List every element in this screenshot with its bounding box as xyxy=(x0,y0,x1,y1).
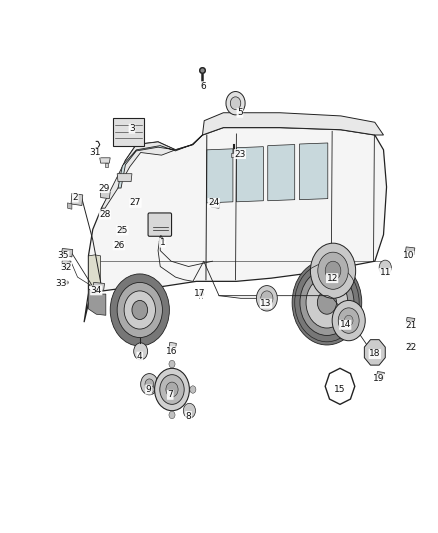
Text: 6: 6 xyxy=(200,82,206,91)
Text: 19: 19 xyxy=(374,374,385,383)
Text: 29: 29 xyxy=(98,183,110,192)
Circle shape xyxy=(261,291,273,306)
Polygon shape xyxy=(61,260,71,268)
Text: 13: 13 xyxy=(260,299,272,308)
Text: 1: 1 xyxy=(159,238,165,247)
Circle shape xyxy=(124,291,155,329)
Circle shape xyxy=(155,368,189,411)
Polygon shape xyxy=(300,143,328,200)
Polygon shape xyxy=(231,153,237,157)
Circle shape xyxy=(110,274,170,346)
Circle shape xyxy=(169,360,175,368)
Text: 27: 27 xyxy=(130,198,141,207)
Circle shape xyxy=(134,343,148,360)
Circle shape xyxy=(190,386,196,393)
Text: 17: 17 xyxy=(194,288,205,297)
Polygon shape xyxy=(202,113,384,135)
Polygon shape xyxy=(84,127,387,322)
Circle shape xyxy=(230,97,241,110)
Text: 3: 3 xyxy=(129,124,135,133)
Circle shape xyxy=(325,261,341,280)
Text: 15: 15 xyxy=(334,385,346,394)
Circle shape xyxy=(132,301,148,319)
Text: 33: 33 xyxy=(56,279,67,288)
Polygon shape xyxy=(405,247,415,255)
Text: 35: 35 xyxy=(57,252,69,261)
Polygon shape xyxy=(118,135,202,188)
Circle shape xyxy=(292,260,362,345)
Text: 18: 18 xyxy=(369,350,381,359)
Circle shape xyxy=(148,386,154,393)
Text: 28: 28 xyxy=(99,210,111,219)
Polygon shape xyxy=(88,289,106,316)
Polygon shape xyxy=(88,255,101,288)
Polygon shape xyxy=(210,202,220,208)
Circle shape xyxy=(166,382,178,397)
Polygon shape xyxy=(71,193,83,206)
Text: 11: 11 xyxy=(379,268,391,277)
Polygon shape xyxy=(67,203,72,209)
Circle shape xyxy=(306,277,348,328)
Text: 5: 5 xyxy=(237,108,243,117)
Text: 7: 7 xyxy=(167,390,173,399)
Polygon shape xyxy=(93,282,105,290)
Text: 12: 12 xyxy=(326,273,338,282)
Circle shape xyxy=(338,308,359,333)
Polygon shape xyxy=(207,149,233,203)
Polygon shape xyxy=(101,191,110,199)
Text: 14: 14 xyxy=(339,320,351,329)
Circle shape xyxy=(344,316,353,326)
Polygon shape xyxy=(100,158,110,163)
Polygon shape xyxy=(268,144,295,201)
Circle shape xyxy=(318,252,348,289)
Polygon shape xyxy=(364,340,385,365)
Text: 31: 31 xyxy=(89,148,101,157)
Circle shape xyxy=(256,286,277,311)
Text: 4: 4 xyxy=(137,352,143,361)
Text: 8: 8 xyxy=(186,411,191,421)
Polygon shape xyxy=(105,163,108,167)
Text: 25: 25 xyxy=(117,226,128,235)
Circle shape xyxy=(226,92,245,115)
Text: 34: 34 xyxy=(91,286,102,295)
Polygon shape xyxy=(377,372,385,379)
Circle shape xyxy=(160,375,184,405)
Text: 10: 10 xyxy=(403,252,414,261)
Circle shape xyxy=(169,411,175,419)
Text: 22: 22 xyxy=(406,343,417,352)
Polygon shape xyxy=(237,147,263,202)
Text: 2: 2 xyxy=(73,193,78,202)
Polygon shape xyxy=(102,142,176,208)
Text: 9: 9 xyxy=(145,385,152,394)
Circle shape xyxy=(145,379,154,390)
Text: 21: 21 xyxy=(406,321,417,330)
Circle shape xyxy=(379,260,391,275)
Circle shape xyxy=(141,374,158,395)
Polygon shape xyxy=(406,317,415,325)
Polygon shape xyxy=(61,248,73,257)
Text: 32: 32 xyxy=(60,263,71,272)
Polygon shape xyxy=(117,174,132,182)
Text: 23: 23 xyxy=(234,150,246,159)
Text: 26: 26 xyxy=(113,241,124,250)
Circle shape xyxy=(311,243,356,298)
Polygon shape xyxy=(169,342,177,350)
Text: 16: 16 xyxy=(166,347,178,356)
Circle shape xyxy=(332,301,365,341)
FancyBboxPatch shape xyxy=(148,213,172,236)
Text: 24: 24 xyxy=(208,198,219,207)
FancyBboxPatch shape xyxy=(113,118,144,146)
Circle shape xyxy=(318,291,336,314)
Circle shape xyxy=(300,270,354,335)
Circle shape xyxy=(184,403,195,418)
Circle shape xyxy=(117,282,162,337)
